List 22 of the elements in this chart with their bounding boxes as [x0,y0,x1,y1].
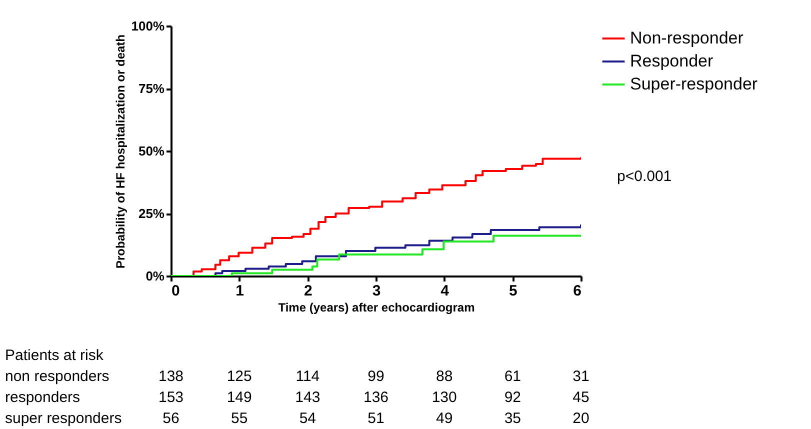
legend-label: Super-responder [630,74,758,94]
y-axis-title: Probability of HF hospitalization or death [113,34,128,269]
x-tick-label: 6 [573,282,582,300]
x-axis-title: Time (years) after echocardiogram [278,300,475,314]
text: super responders 56 55 54 51 49 35 20 [5,410,590,427]
legend-label: Non-responder [630,28,744,48]
x-tick-label: 4 [440,282,450,300]
y-tick-label: 100% [131,18,165,34]
x-tick-label: 2 [304,282,312,300]
y-tick-label: 0% [146,268,165,284]
text: responders 153 149 143 136 130 92 45 [5,389,590,406]
x-tick-label: 3 [372,282,381,300]
y-tick-label: 75% [138,81,165,96]
text: p<0.001 [617,168,672,185]
legend-label: Responder [630,52,714,70]
x-tick-label: 1 [236,282,244,300]
y-tick-label: 25% [138,206,165,221]
y-tick-label: 50% [138,144,165,158]
text: non responders 138 125 114 99 88 61 31 [5,368,590,385]
x-tick-label: 0 [172,282,180,300]
x-tick-label: 5 [508,282,518,300]
text: Patients at risk [5,347,104,364]
